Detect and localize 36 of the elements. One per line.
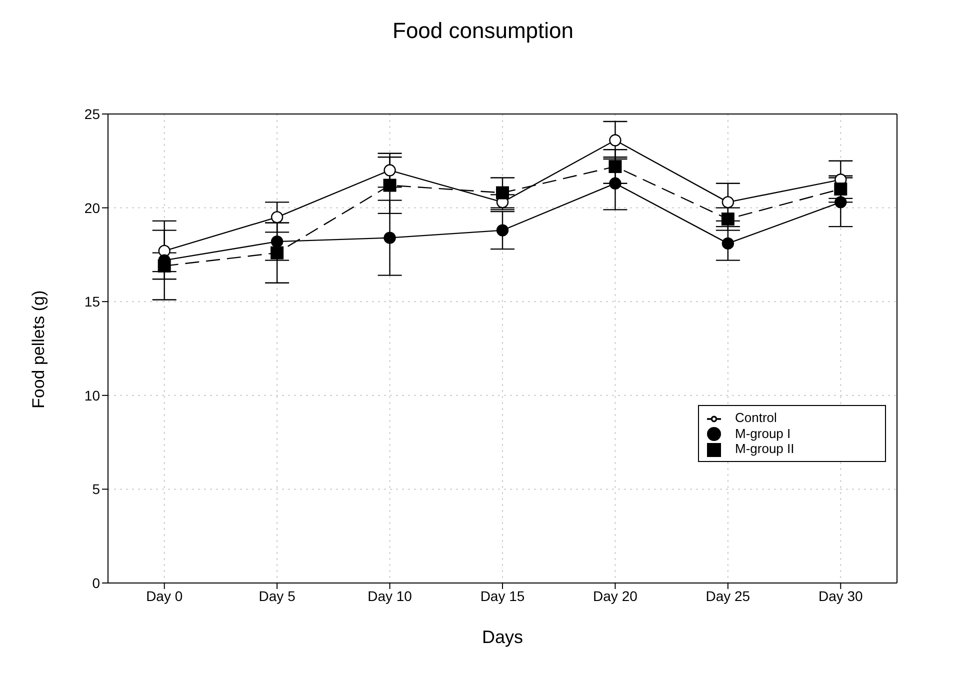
point <box>158 259 171 272</box>
point <box>721 212 734 226</box>
y-tick-label: 10 <box>84 387 100 404</box>
point <box>384 164 396 176</box>
point <box>383 178 396 192</box>
chart-title: Food consumption <box>392 18 574 44</box>
y-tick-label: 0 <box>92 574 100 591</box>
point <box>834 196 847 208</box>
point <box>609 177 622 190</box>
x-tick-label: Day 20 <box>593 588 638 604</box>
x-tick-label: Day 0 <box>146 588 183 604</box>
point <box>496 224 509 236</box>
point <box>608 160 622 174</box>
point <box>270 246 284 260</box>
point <box>384 232 396 244</box>
x-axis-title: Days <box>482 627 524 647</box>
point <box>496 186 509 200</box>
legend-label: Control <box>735 410 777 425</box>
legend-label: M-group II <box>735 441 794 456</box>
x-tick-label: Day 15 <box>480 588 525 604</box>
point <box>270 211 284 224</box>
y-axis-title: Food pellets (g) <box>29 290 48 408</box>
x-tick-label: Day 25 <box>706 588 750 604</box>
point <box>270 235 284 248</box>
legend-label: M-group I <box>735 426 791 441</box>
y-tick-label: 20 <box>84 200 100 216</box>
y-tick-label: 15 <box>84 294 100 310</box>
y-tick-label: 25 <box>84 106 100 122</box>
point <box>609 134 622 146</box>
point <box>834 182 848 196</box>
point <box>722 237 734 250</box>
x-tick-label: Day 30 <box>818 588 864 604</box>
point <box>722 196 734 208</box>
x-tick-label: Day 5 <box>258 588 296 604</box>
y-tick-label: 5 <box>92 481 100 498</box>
x-tick-label: Day 10 <box>368 588 412 604</box>
